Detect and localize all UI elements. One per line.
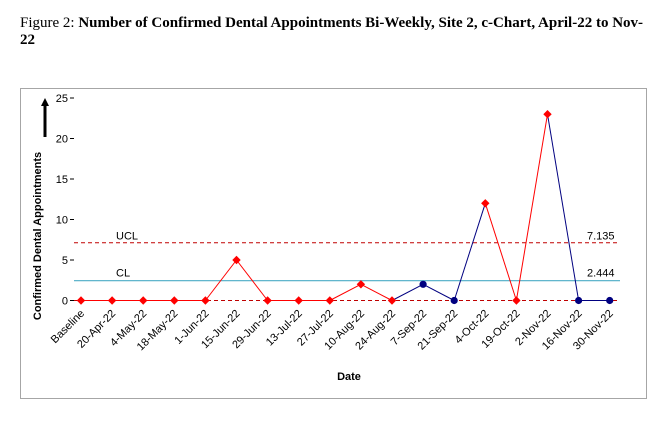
series-segment — [453, 203, 486, 301]
data-point — [387, 296, 397, 305]
series-segment — [329, 283, 362, 301]
series-segment — [391, 283, 424, 301]
series-segment — [236, 259, 268, 301]
data-point — [481, 199, 490, 208]
series-segment — [360, 283, 393, 301]
data-point — [263, 296, 272, 305]
series-segment — [422, 283, 455, 301]
series-segment — [484, 203, 517, 301]
y-tick-label: 10 — [56, 215, 68, 227]
data-point — [575, 296, 583, 305]
data-point — [232, 255, 241, 265]
data-point — [450, 296, 458, 305]
data-point — [543, 110, 552, 119]
cl-label: CL — [116, 268, 130, 280]
caption-prefix: Figure 2: — [20, 15, 79, 31]
data-point — [294, 296, 303, 305]
data-point — [325, 296, 334, 305]
series-segment — [515, 114, 548, 301]
series-segment — [205, 259, 237, 301]
data-point — [201, 296, 210, 305]
ucl-label: UCL — [116, 231, 138, 243]
x-axis-title: Date — [337, 371, 361, 383]
y-tick-label: 25 — [56, 93, 68, 105]
caption-title: Number of Confirmed Dental Appointments … — [20, 15, 644, 48]
direction-arrow-head — [41, 98, 49, 106]
data-point — [139, 296, 148, 305]
ucl-value: 7.135 — [587, 231, 615, 243]
data-point — [356, 280, 366, 289]
y-tick-label: 15 — [56, 174, 68, 186]
y-tick-label: 20 — [56, 134, 68, 146]
y-tick-label: 5 — [62, 255, 68, 267]
y-axis-title: Confirmed Dental Appointments — [32, 152, 44, 320]
data-point — [76, 296, 86, 305]
data-point — [606, 296, 614, 305]
series-segment — [547, 114, 580, 301]
y-tick-label: 0 — [62, 296, 68, 308]
figure-caption: Figure 2: Number of Confirmed Dental App… — [20, 15, 650, 49]
data-point — [107, 296, 117, 305]
data-point — [170, 296, 179, 305]
data-point — [512, 296, 521, 305]
chart-frame — [20, 88, 647, 399]
data-point — [419, 280, 427, 288]
cl-value: 2.444 — [587, 268, 615, 280]
